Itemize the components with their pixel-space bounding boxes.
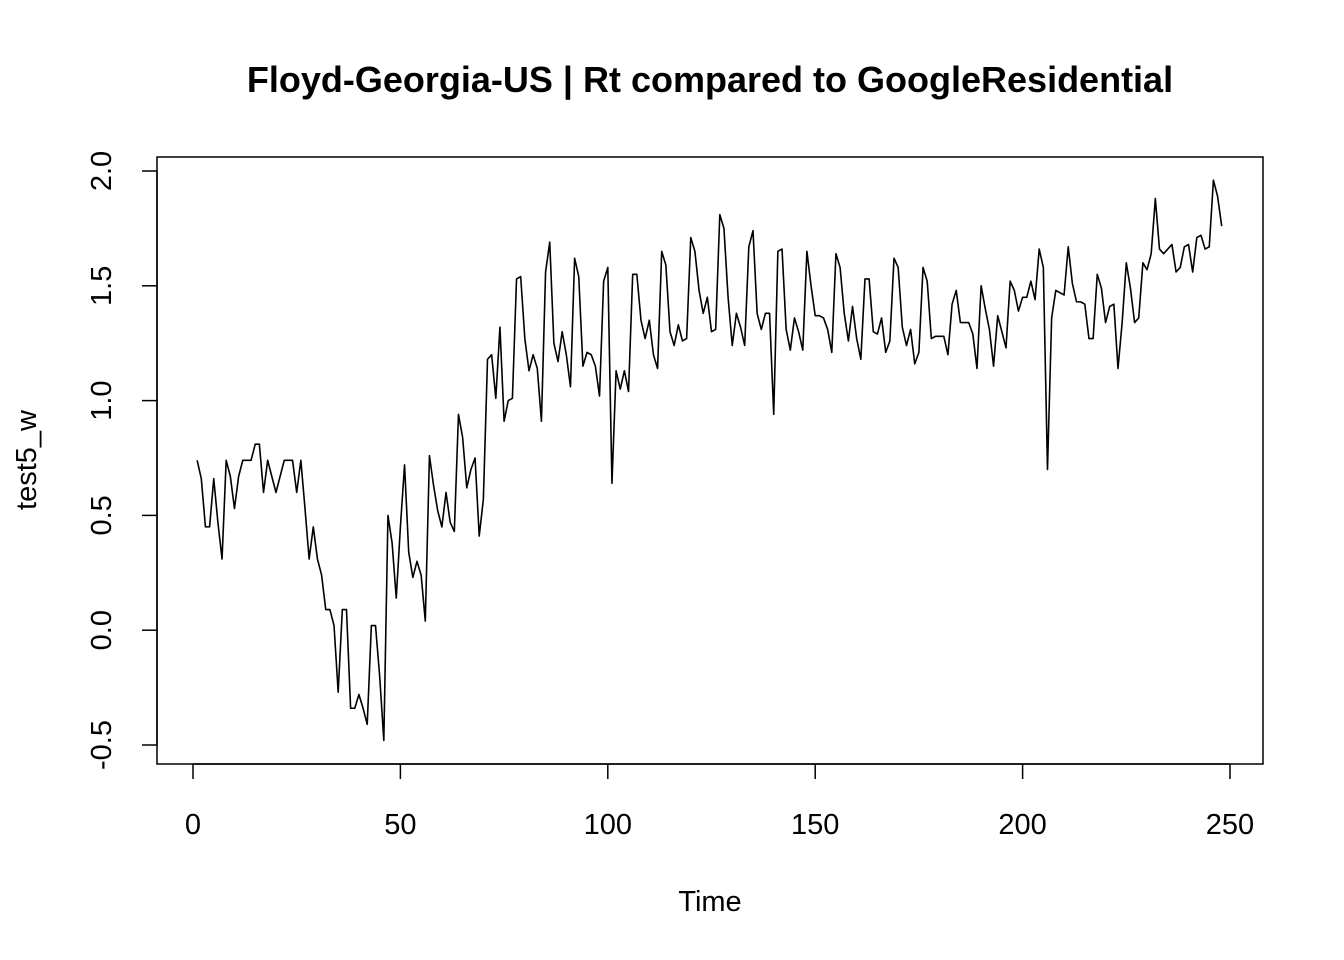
x-tick-label: 100 <box>584 809 632 841</box>
y-tick-label: 0.0 <box>86 610 118 650</box>
x-tick-label: 150 <box>791 809 839 841</box>
x-tick-label: 50 <box>384 809 416 841</box>
y-tick-label: 1.0 <box>86 380 118 420</box>
y-tick-label: -0.5 <box>86 720 118 770</box>
y-tick-label: 0.5 <box>86 495 118 535</box>
y-tick-label: 1.5 <box>86 266 118 306</box>
series-line <box>196 179 1223 742</box>
y-tick-label: 2.0 <box>86 151 118 191</box>
x-axis-label: Time <box>678 886 741 918</box>
x-tick-label: 0 <box>185 809 201 841</box>
y-axis: -0.5 0.0 0.5 1.0 1.5 2.0 <box>86 151 158 770</box>
x-axis: 0 50 100 150 200 250 <box>185 763 1254 841</box>
chart-title: Floyd-Georgia-US | Rt compared to Google… <box>247 59 1173 101</box>
y-axis-label: test5_w <box>11 409 43 510</box>
x-tick-label: 250 <box>1206 809 1254 841</box>
plot-frame <box>156 156 1264 765</box>
x-tick-label: 200 <box>998 809 1046 841</box>
